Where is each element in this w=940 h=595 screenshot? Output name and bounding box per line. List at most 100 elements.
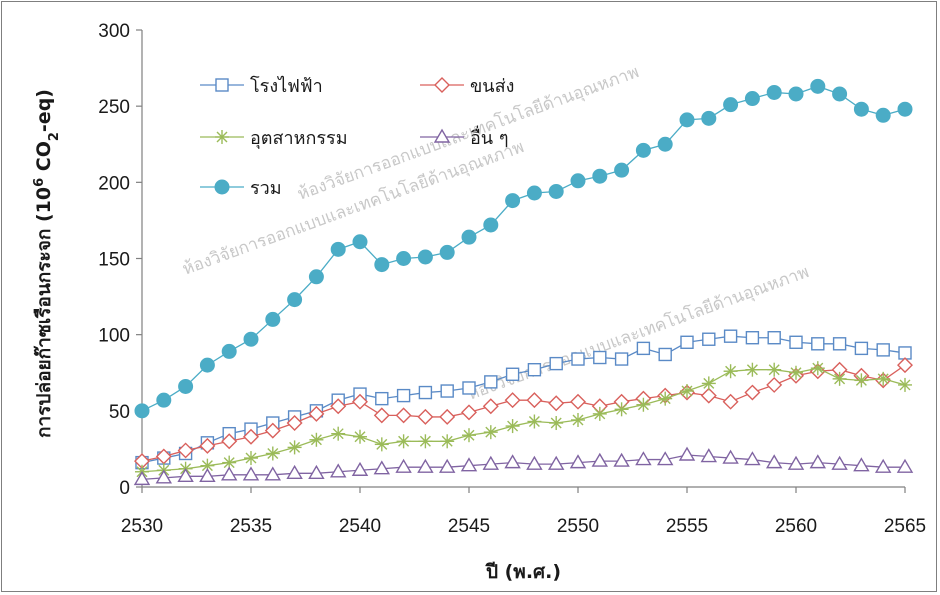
data-point: [678, 446, 696, 461]
data-point: [767, 331, 781, 345]
data-point: [482, 455, 500, 470]
data-point-stroke: [463, 429, 475, 441]
y-tick-labels: 0 50 100 150 200 250 300: [98, 21, 130, 499]
data-point: [374, 257, 390, 273]
data-point: [657, 136, 673, 152]
data-point: [439, 244, 455, 260]
data-point: [658, 391, 673, 406]
data-point: [199, 467, 216, 483]
data-point: [155, 469, 173, 484]
data-point: [353, 429, 367, 444]
data-point: [308, 405, 325, 422]
data-point: [460, 457, 478, 472]
data-point: [352, 393, 368, 410]
data-point: [505, 367, 520, 381]
data-point: [680, 335, 694, 349]
data-point: [265, 446, 280, 461]
y-axis-title-sup: 6: [32, 178, 47, 187]
legend-marker: [215, 78, 229, 92]
data-point: [876, 343, 890, 357]
data-point: [526, 185, 542, 201]
data-point: [613, 452, 630, 467]
data-point: [549, 356, 563, 371]
x-axis-title: ปี (พ.ศ.): [485, 561, 561, 583]
data-point: [418, 434, 433, 449]
data-point: [549, 416, 564, 431]
data-point: [375, 391, 389, 406]
data-point: [374, 437, 389, 452]
data-point: [744, 451, 761, 466]
data-point: [200, 458, 215, 473]
data-point: [199, 437, 216, 454]
data-point: [680, 384, 694, 399]
data-point: [548, 395, 565, 412]
data-point: [766, 376, 783, 393]
x-tick-labels: 2530 2535 2540 2545 2550 2555 2560 2565: [121, 516, 926, 537]
data-point: [592, 168, 608, 184]
data-point: [330, 398, 347, 415]
data-point: [461, 404, 477, 421]
y-axis-title-suffix: -eq): [33, 89, 55, 132]
data-point: [220, 466, 238, 481]
data-point: [744, 384, 761, 401]
y-tick-label: 100: [98, 326, 130, 347]
data-point: [896, 458, 914, 473]
data-point: [570, 393, 586, 410]
data-point: [853, 457, 870, 472]
data-point: [593, 350, 607, 365]
data-point: [483, 217, 499, 233]
data-point-stroke: [572, 414, 584, 426]
legend-marker-stroke: [216, 131, 228, 143]
data-point: [417, 408, 434, 425]
data-point-stroke: [637, 399, 649, 411]
data-point: [308, 269, 324, 285]
data-point: [527, 363, 542, 377]
data-point: [809, 454, 827, 469]
data-point: [832, 371, 847, 386]
data-point: [440, 434, 455, 449]
data-point: [482, 398, 499, 415]
data-point: [134, 403, 150, 419]
data-point-stroke: [834, 373, 846, 385]
series-circle: [134, 78, 913, 419]
data-point: [897, 101, 913, 117]
data-point: [504, 392, 521, 409]
data-point: [854, 341, 869, 356]
data-point: [635, 142, 651, 158]
data-point: [265, 311, 281, 327]
data-point: [462, 428, 476, 443]
legend-item: อื่น ๆ: [420, 125, 509, 149]
data-point-stroke: [223, 457, 235, 469]
data-point-stroke: [746, 364, 758, 376]
data-point: [898, 377, 912, 392]
data-point: [766, 84, 782, 100]
data-point: [547, 455, 565, 470]
data-point-stroke: [528, 416, 540, 427]
data-point-stroke: [768, 364, 780, 376]
data-point: [658, 347, 672, 362]
data-point-stroke: [725, 365, 737, 377]
data-point: [440, 384, 454, 398]
data-point: [767, 362, 782, 377]
data-point-stroke: [790, 367, 802, 379]
data-point: [789, 335, 803, 349]
data-point-stroke: [441, 435, 453, 447]
data-point: [810, 361, 825, 376]
series-group: [133, 78, 914, 486]
data-point: [853, 101, 869, 117]
data-point: [723, 329, 738, 343]
data-point: [745, 331, 760, 345]
data-point: [331, 426, 346, 441]
data-point: [745, 362, 760, 377]
data-point-stroke: [616, 403, 628, 415]
data-point: [810, 78, 826, 94]
data-point: [701, 110, 717, 126]
y-axis-title: การปล่อยก๊าซเรือนกระจก (106 CO2-eq): [32, 89, 62, 438]
data-point: [264, 422, 281, 439]
data-point: [133, 470, 151, 486]
data-point: [874, 458, 892, 473]
data-point: [395, 458, 412, 473]
data-point: [656, 451, 674, 466]
data-point: [831, 455, 848, 470]
